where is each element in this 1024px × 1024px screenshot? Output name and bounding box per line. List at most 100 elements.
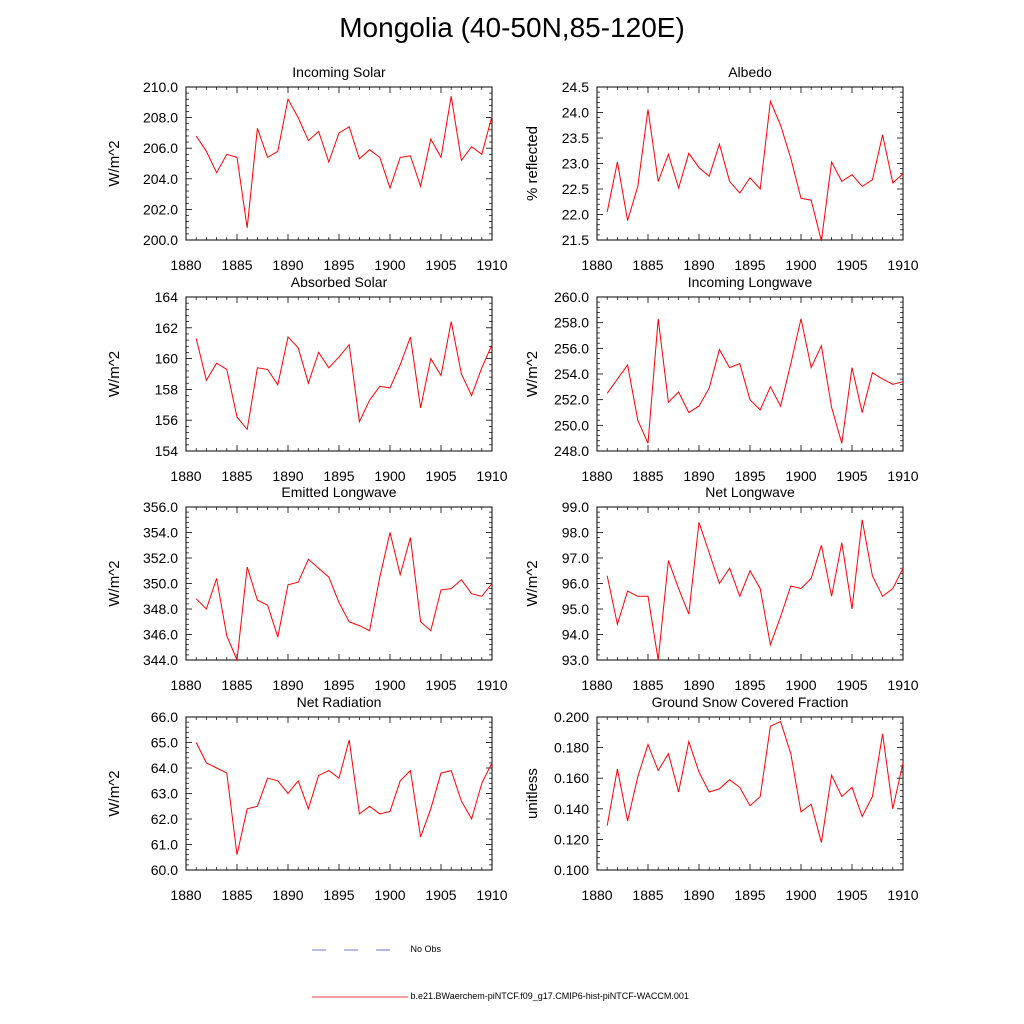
y-tick-label: 350.0: [143, 576, 178, 592]
x-tick-label: 1910: [887, 887, 918, 903]
y-tick-label: 23.5: [562, 130, 589, 146]
x-tick-label: 1900: [785, 677, 816, 693]
panel-title: Albedo: [728, 64, 772, 80]
x-tick-label: 1890: [683, 887, 714, 903]
series-line-1: [195, 96, 493, 228]
x-tick-label: 1910: [476, 887, 507, 903]
y-tick-label: 158: [155, 381, 179, 397]
y-tick-label: 164: [155, 289, 179, 305]
x-tick-label: 1905: [836, 468, 867, 484]
y-tick-label: 61.0: [151, 837, 178, 853]
x-tick-label: 1890: [683, 677, 714, 693]
x-tick-label: 1890: [272, 257, 303, 273]
y-axis-label: % reflected: [524, 126, 541, 201]
y-tick-label: 23.0: [562, 156, 589, 172]
y-tick-label: 156: [155, 412, 179, 428]
x-tick-label: 1905: [836, 257, 867, 273]
series-line-1: [606, 318, 904, 444]
plot-frame: [596, 86, 904, 241]
y-tick-label: 346.0: [143, 627, 178, 643]
x-tick-label: 1900: [785, 468, 816, 484]
x-tick-label: 1895: [734, 887, 765, 903]
y-tick-label: 204.0: [143, 171, 178, 187]
x-tick-label: 1910: [887, 257, 918, 273]
plot-frame: [185, 716, 493, 871]
y-tick-label: 260.0: [554, 289, 589, 305]
y-axis-label: W/m^2: [106, 560, 123, 606]
legend-model-run-line: [312, 996, 408, 998]
x-tick-label: 1910: [476, 257, 507, 273]
y-tick-label: 62.0: [151, 811, 178, 827]
page-title: Mongolia (40-50N,85-120E): [339, 12, 685, 43]
legend-no-obs: No Obs: [312, 944, 441, 954]
x-tick-label: 1900: [374, 677, 405, 693]
x-tick-label: 1905: [425, 887, 456, 903]
x-tick-label: 1910: [887, 468, 918, 484]
plot-frame: [596, 296, 904, 452]
x-tick-label: 1905: [836, 887, 867, 903]
panel-title: Incoming Longwave: [688, 274, 813, 290]
y-tick-label: 0.200: [554, 709, 589, 725]
y-tick-label: 98.0: [562, 525, 589, 541]
x-tick-label: 1885: [632, 468, 663, 484]
series-line-1: [606, 519, 904, 661]
x-tick-label: 1880: [170, 887, 201, 903]
y-tick-label: 248.0: [554, 443, 589, 459]
plot-frame: [596, 506, 904, 661]
legend-model-run-label: b.e21.BWaerchem-piNTCF.f09_g17.CMIP6-his…: [410, 991, 689, 1001]
legend-no-obs-line: [312, 949, 408, 951]
y-tick-label: 93.0: [562, 652, 589, 668]
x-tick-label: 1910: [476, 677, 507, 693]
panel-title: Ground Snow Covered Fraction: [652, 694, 849, 710]
x-tick-label: 1895: [323, 887, 354, 903]
panel-title: Absorbed Solar: [291, 274, 388, 290]
y-tick-label: 252.0: [554, 392, 589, 408]
x-tick-label: 1905: [836, 677, 867, 693]
y-tick-label: 0.160: [554, 770, 589, 786]
x-tick-label: 1890: [683, 468, 714, 484]
x-tick-label: 1895: [734, 468, 765, 484]
y-tick-label: 348.0: [143, 601, 178, 617]
plot-frame: [596, 716, 904, 871]
y-tick-label: 65.0: [151, 735, 178, 751]
y-tick-label: 22.0: [562, 207, 589, 223]
x-tick-label: 1880: [170, 677, 201, 693]
x-tick-label: 1880: [170, 257, 201, 273]
y-tick-label: 97.0: [562, 550, 589, 566]
x-tick-label: 1905: [425, 677, 456, 693]
x-tick-label: 1890: [683, 257, 714, 273]
x-tick-label: 1880: [581, 468, 612, 484]
y-tick-label: 64.0: [151, 760, 178, 776]
y-tick-label: 354.0: [143, 525, 178, 541]
x-tick-label: 1885: [632, 257, 663, 273]
x-tick-label: 1880: [581, 887, 612, 903]
y-tick-label: 210.0: [143, 79, 178, 95]
x-tick-label: 1895: [734, 257, 765, 273]
legend-model-run: b.e21.BWaerchem-piNTCF.f09_g17.CMIP6-his…: [312, 991, 689, 1001]
x-tick-label: 1890: [272, 887, 303, 903]
y-tick-label: 60.0: [151, 862, 178, 878]
panel-title: Emitted Longwave: [281, 484, 396, 500]
x-tick-label: 1885: [632, 887, 663, 903]
y-tick-label: 208.0: [143, 110, 178, 126]
series-line-1: [606, 99, 904, 242]
panel-title: Net Longwave: [705, 484, 795, 500]
y-tick-label: 258.0: [554, 315, 589, 331]
y-tick-label: 0.100: [554, 862, 589, 878]
chart-panel-1: 1880 1885 1890 1895 1900 1905 1910 200.0 202.0 20…: [106, 64, 508, 273]
chart-panel-2: 1880 1885 1890 1895 1900 1905 1910 21.5 22.0 22.5…: [524, 64, 919, 273]
x-tick-label: 1890: [272, 468, 303, 484]
y-axis-label: W/m^2: [106, 351, 123, 397]
x-tick-label: 1905: [425, 257, 456, 273]
series-line-1: [606, 720, 904, 843]
series-line-1: [195, 321, 493, 431]
y-tick-label: 24.5: [562, 79, 589, 95]
y-tick-label: 202.0: [143, 201, 178, 217]
x-tick-label: 1910: [887, 677, 918, 693]
y-tick-label: 96.0: [562, 576, 589, 592]
y-axis-label: unitless: [524, 768, 541, 819]
x-tick-label: 1900: [785, 257, 816, 273]
x-tick-label: 1885: [221, 677, 252, 693]
y-axis-label: W/m^2: [524, 351, 541, 397]
